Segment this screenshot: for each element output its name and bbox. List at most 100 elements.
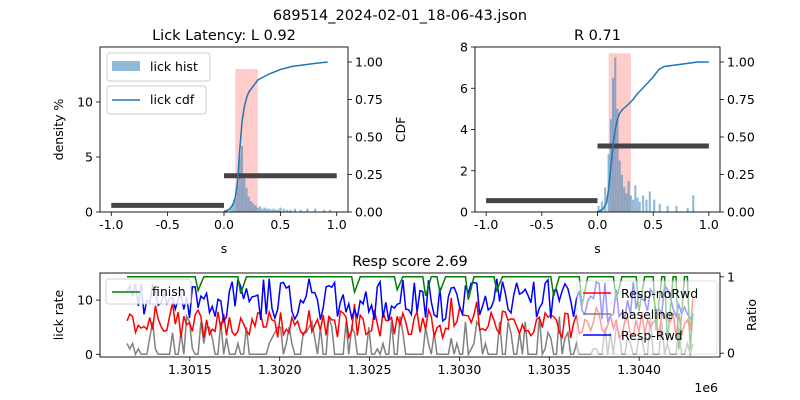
left-y2label: CDF: [393, 117, 408, 143]
bottom-ylabel: lick rate: [51, 289, 66, 340]
right-ytick-label: 6: [460, 81, 468, 96]
bottom-y2tick-label: 0: [727, 346, 735, 361]
left-hist-bar: [245, 187, 248, 212]
left-hist-bar: [265, 208, 268, 212]
left-xtick-label: -1.0: [99, 217, 123, 232]
left-xlabel: s: [221, 241, 228, 256]
right-xtick-label: -0.5: [530, 217, 554, 232]
finish-ratio-line: [127, 276, 694, 350]
left-ylabel: density %: [51, 99, 66, 161]
bottom-xtick-label: 1.3035: [527, 362, 571, 377]
right-hist-bar: [623, 187, 626, 212]
left-ytick-label: 10: [77, 95, 93, 110]
left-y2tick-label: 0.00: [355, 205, 383, 220]
right-hist-bar: [604, 187, 607, 212]
right-hist-bar: [645, 199, 648, 212]
right-frame: [474, 46, 721, 213]
left-hist-bar: [276, 209, 280, 212]
left-hist-bar: [289, 209, 292, 212]
left-y2tick-label: 0.75: [355, 92, 383, 107]
right-cdf-line: [597, 61, 709, 213]
bottom-xtick-label: 1.3030: [438, 362, 482, 377]
right-hist-bar: [597, 205, 600, 212]
legend-label-baseline: baseline: [621, 307, 674, 322]
legend-label-resp-rwd: Resp-Rwd: [621, 328, 683, 343]
right-hist-bar: [675, 205, 678, 212]
right-hist-bar: [638, 201, 641, 212]
right-hist-bar: [636, 197, 639, 212]
bottom-title: Resp score 2.69: [352, 254, 468, 270]
left-ytick-label: 5: [85, 150, 93, 165]
right-xtick-label: 0.0: [588, 217, 608, 232]
right-y2tick-label: 0.50: [727, 130, 755, 145]
left-hist-bar: [272, 208, 275, 212]
left-ytick-label: 0: [85, 205, 93, 220]
left-hist-bar: [231, 203, 235, 212]
right-hist-bar: [692, 195, 695, 212]
left-hist-bar: [274, 209, 277, 212]
left-hist-bar: [328, 209, 331, 212]
legend-left-box: [105, 278, 192, 305]
left-hist-bar: [252, 203, 255, 212]
left-legend-label-hist: lick hist: [150, 59, 198, 74]
legend-right-box: [576, 280, 718, 355]
left-cdf-line: [223, 61, 328, 213]
right-ytick-label: 8: [460, 40, 468, 55]
bottom-ytick-label: 10: [77, 293, 93, 308]
left-xtick-label: 0.0: [214, 217, 234, 232]
right-title: R 0.71: [574, 28, 621, 44]
left-hist-bar: [240, 146, 244, 212]
left-hist-bar: [234, 198, 237, 212]
left-legend-box-hist: [106, 52, 211, 82]
right-hist-bar: [686, 207, 689, 212]
left-xtick-label: 1.0: [327, 217, 347, 232]
right-ytick-label: 2: [460, 163, 468, 178]
bottom-frame: [99, 272, 721, 358]
left-legend-label-cdf: lick cdf: [150, 92, 195, 107]
right-hist-bar: [642, 195, 645, 212]
left-hist-bar: [270, 209, 273, 212]
left-hist-bar: [263, 207, 266, 212]
left-xtick-label: -0.5: [155, 217, 179, 232]
panel-right-lick-latency: -1.0 -0.5 0.0 0.5 1.0024680.000.250.500.751.…: [460, 28, 755, 256]
left-hist-bar: [286, 209, 289, 212]
right-hist-bar: [634, 185, 637, 212]
right-ytick-label: 4: [460, 122, 468, 137]
right-y2tick-label: 1.00: [727, 55, 755, 70]
left-title: Lick Latency: L 0.92: [152, 28, 296, 44]
right-hist-bar: [658, 203, 661, 212]
right-ytick-label: 0: [460, 205, 468, 220]
bottom-ytick-label: 0: [85, 347, 93, 362]
panel-left-lick-latency: -1.0 -0.5 0.0 0.5 1.005100.000.250.500.751.0…: [51, 28, 408, 256]
bottom-xtick-label: 1.3025: [348, 362, 392, 377]
left-hist-bar: [254, 205, 257, 212]
left-hist-bar: [314, 208, 317, 212]
right-hist-bar: [625, 193, 628, 212]
left-hist-bar: [229, 207, 232, 212]
left-hist-bar: [247, 196, 250, 212]
legend-label-finish: finish: [152, 284, 186, 299]
left-hist-bar: [267, 208, 271, 212]
right-hist-bar: [632, 199, 635, 212]
panel-response-score: 1.3015 1.3020 1.3025 1.3030 1.3035 1.3040 0 10 0…: [51, 254, 759, 395]
right-xtick-label: 0.5: [643, 217, 663, 232]
left-y2tick-label: 0.25: [355, 167, 383, 182]
left-hist-bar: [293, 208, 297, 212]
left-y2tick-label: 1.00: [355, 55, 383, 70]
bottom-xtick-label: 1.3040: [617, 362, 661, 377]
figure-suptitle: 689514_2024-02-01_18-06-43.json: [273, 8, 527, 24]
right-hist-bar: [616, 108, 619, 212]
right-hist-bar: [653, 199, 656, 212]
right-xtick-label: 1.0: [699, 217, 719, 232]
left-hist-bar: [249, 201, 253, 212]
left-legend-box-cdf: [106, 85, 207, 115]
left-hist-bar: [258, 206, 262, 212]
left-hist-bar: [243, 173, 246, 212]
left-hist-bar: [323, 209, 326, 212]
right-y2tick-label: 0.25: [727, 167, 755, 182]
left-hist-bar: [236, 184, 239, 212]
left-hist-bar: [282, 208, 285, 212]
right-xlabel: s: [594, 241, 601, 256]
right-hist-bar: [600, 201, 603, 212]
right-y2tick-label: 0.75: [727, 92, 755, 107]
